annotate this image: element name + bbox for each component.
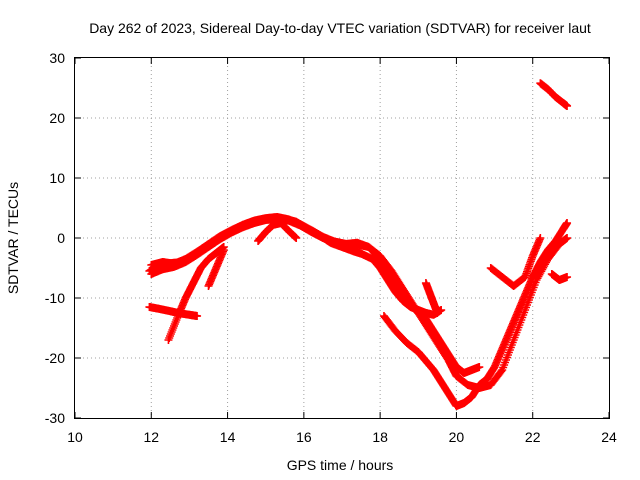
- data-point: [563, 273, 572, 281]
- series-track-a: [145, 214, 446, 319]
- series-track-j: [486, 234, 545, 290]
- y-tick-label: 20: [49, 110, 65, 126]
- x-tick-label: 12: [143, 429, 159, 445]
- x-tick-label: 20: [449, 429, 465, 445]
- series-track-i: [421, 279, 442, 317]
- data-point: [292, 234, 301, 242]
- data-point: [563, 219, 572, 227]
- x-tick-label: 10: [67, 429, 83, 445]
- y-tick-label: 30: [49, 50, 65, 66]
- x-tick-label: 22: [525, 429, 541, 445]
- x-tick-label: 14: [220, 429, 236, 445]
- series-track-h: [254, 219, 301, 245]
- x-axis-label: GPS time / hours: [287, 457, 394, 473]
- y-tick-label: 0: [57, 230, 65, 246]
- axis-ticks: 10 12 14 16 18 20 22 24 -30 -20 -10 0 10 20 30: [45, 50, 617, 445]
- series-track-c: [147, 214, 572, 392]
- chart-title: Day 262 of 2023, Sidereal Day-to-day VTE…: [89, 20, 591, 36]
- y-tick-label: -30: [45, 410, 65, 426]
- series-track-k: [547, 270, 572, 284]
- data-point: [563, 234, 572, 242]
- data-point: [433, 309, 442, 317]
- series-track-d: [379, 219, 572, 410]
- x-tick-label: 16: [296, 429, 312, 445]
- series-track-g: [204, 246, 228, 290]
- data-marks: [145, 79, 572, 410]
- grid: [75, 58, 609, 418]
- y-axis-label: SDTVAR / TECUs: [5, 182, 21, 294]
- y-tick-label: -10: [45, 290, 65, 306]
- data-point: [563, 102, 572, 110]
- plot-frame: [74, 57, 610, 419]
- x-tick-label: 18: [372, 429, 388, 445]
- x-tick-label: 24: [601, 429, 617, 445]
- data-point: [536, 234, 545, 242]
- y-tick-label: -20: [45, 350, 65, 366]
- data-point: [219, 246, 228, 254]
- data-point: [475, 363, 484, 371]
- y-tick-label: 10: [49, 170, 65, 186]
- series-track-l: [536, 79, 572, 110]
- data-point: [193, 312, 202, 320]
